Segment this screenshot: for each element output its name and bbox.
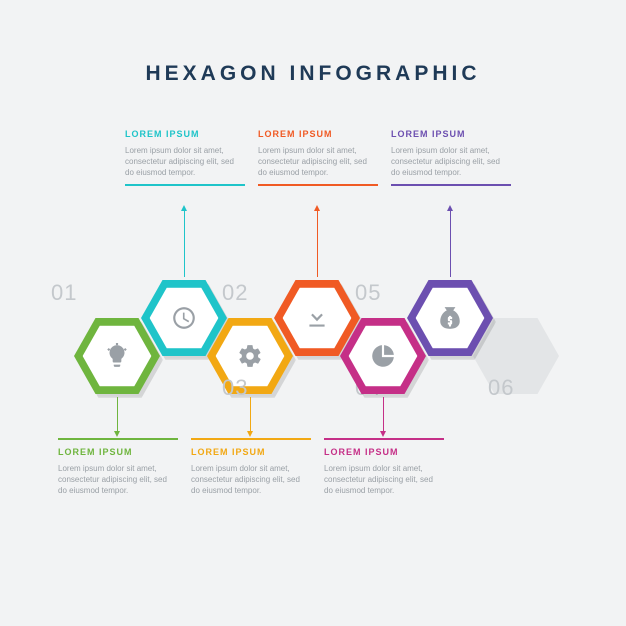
body-06: Lorem ipsum dolor sit amet, consectetur … <box>391 145 511 179</box>
arrow-06 <box>450 210 451 277</box>
text-block-05: LOREM IPSUM Lorem ipsum dolor sit amet, c… <box>324 438 444 496</box>
gears-icon <box>237 343 263 369</box>
text-block-04: LOREM IPSUM Lorem ipsum dolor sit amet, c… <box>258 128 378 186</box>
moneybag-icon <box>437 305 463 331</box>
arrow-03 <box>250 397 251 432</box>
arrow-01 <box>117 397 118 432</box>
arrow-02 <box>184 210 185 277</box>
text-block-06: LOREM IPSUM Lorem ipsum dolor sit amet, c… <box>391 128 511 186</box>
text-block-01: LOREM IPSUM Lorem ipsum dolor sit amet, c… <box>58 438 178 496</box>
text-block-02: LOREM IPSUM Lorem ipsum dolor sit amet, c… <box>125 128 245 186</box>
arrow-05 <box>383 397 384 432</box>
text-block-03: LOREM IPSUM Lorem ipsum dolor sit amet, c… <box>191 438 311 496</box>
step-number-02: 02 <box>222 280 248 306</box>
piechart-icon <box>370 343 396 369</box>
clock-icon <box>171 305 197 331</box>
body-02: Lorem ipsum dolor sit amet, consectetur … <box>125 145 245 179</box>
heading-01: LOREM IPSUM <box>58 446 178 459</box>
heading-05: LOREM IPSUM <box>324 446 444 459</box>
body-01: Lorem ipsum dolor sit amet, consectetur … <box>58 463 178 497</box>
heading-02: LOREM IPSUM <box>125 128 245 141</box>
step-number-05: 05 <box>355 280 381 306</box>
infographic-stage: 01 LOREM IPSUM Lorem ipsum dolor sit amet,… <box>0 0 626 626</box>
heading-04: LOREM IPSUM <box>258 128 378 141</box>
arrow-04 <box>317 210 318 277</box>
hexagon-06 <box>407 280 493 356</box>
heading-06: LOREM IPSUM <box>391 128 511 141</box>
download-icon <box>304 305 330 331</box>
body-05: Lorem ipsum dolor sit amet, consectetur … <box>324 463 444 497</box>
body-04: Lorem ipsum dolor sit amet, consectetur … <box>258 145 378 179</box>
body-03: Lorem ipsum dolor sit amet, consectetur … <box>191 463 311 497</box>
step-number-03: 03 <box>222 375 248 401</box>
step-number-01: 01 <box>51 280 77 306</box>
step-number-06: 06 <box>488 375 514 401</box>
heading-03: LOREM IPSUM <box>191 446 311 459</box>
lightbulb-icon <box>104 343 130 369</box>
